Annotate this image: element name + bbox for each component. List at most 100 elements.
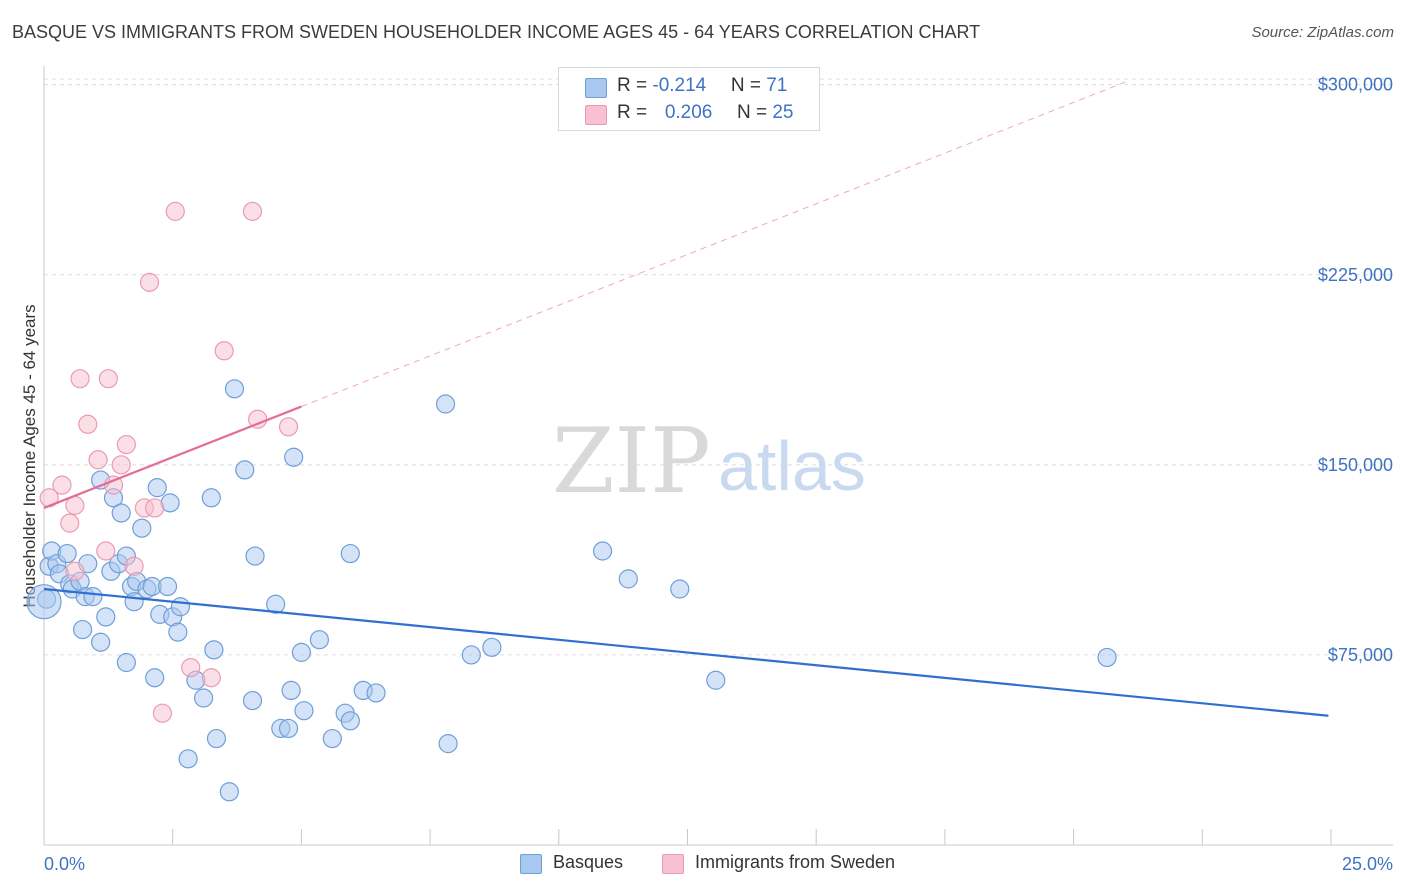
series-sweden-points	[39, 201, 299, 723]
trend-lines	[43, 81, 1329, 717]
watermark-zip: ZIP	[552, 409, 711, 514]
basques-point	[116, 652, 136, 673]
basques-r-label: R =	[617, 75, 653, 96]
basques-point	[204, 640, 224, 660]
basques-point	[235, 460, 255, 480]
basques-point	[73, 619, 93, 640]
basques-point	[111, 503, 131, 523]
basques-point	[284, 447, 304, 467]
basques-point	[618, 569, 638, 589]
sweden-n-label: N =	[736, 102, 773, 123]
y-tick-label-0: $75,000	[1328, 645, 1393, 665]
basques-point	[83, 587, 103, 607]
basques-point	[245, 546, 265, 566]
basques-point	[291, 642, 311, 662]
basques-point	[366, 683, 386, 703]
sweden-point	[88, 450, 108, 470]
sweden-point	[201, 668, 221, 688]
basques-point	[193, 688, 214, 708]
y-tick-label-1: $150,000	[1318, 455, 1393, 475]
basques-point	[178, 749, 198, 769]
basques-point	[132, 518, 152, 538]
basques-point	[438, 734, 458, 754]
chart-title: BASQUE VS IMMIGRANTS FROM SWEDEN HOUSEHO…	[12, 22, 981, 42]
sweden-point	[96, 541, 116, 561]
basques-point	[96, 607, 116, 627]
sweden-point	[52, 475, 72, 495]
sweden-point	[145, 498, 165, 518]
sweden-r-value: 0.206	[664, 102, 713, 123]
sweden-point	[116, 434, 136, 455]
basques-point	[340, 543, 360, 564]
sweden-swatch	[585, 105, 607, 125]
basques-point	[322, 728, 342, 749]
basques-point	[309, 630, 330, 650]
basques-point	[170, 597, 191, 617]
x-tick-label-min: 0.0%	[44, 854, 85, 874]
stat-row-sweden: R = 0.206 N = 25	[559, 102, 819, 128]
sweden-point	[60, 513, 80, 533]
y-tick-labels: $75,000 $150,000 $225,000 $300,000	[1318, 75, 1393, 665]
sweden-point	[139, 272, 160, 292]
series-basques-points	[26, 379, 1117, 802]
y-tick-label-3: $300,000	[1318, 75, 1393, 95]
basques-point	[147, 478, 167, 498]
basques-point	[340, 711, 360, 731]
basques-point	[206, 728, 227, 749]
x-tick-label-max: 25.0%	[1342, 854, 1393, 874]
sweden-point	[181, 657, 201, 678]
watermark-atlas: atlas	[718, 427, 866, 505]
basques-point	[706, 670, 726, 690]
sweden-trend-line	[43, 405, 302, 509]
watermark: ZIP atlas	[552, 409, 866, 514]
basques-point	[26, 584, 62, 620]
basques-point	[1097, 647, 1117, 668]
legend-basques-swatch	[520, 854, 542, 874]
sweden-point	[214, 341, 234, 361]
correlation-stats-box: R = -0.214 N = 71 R = 0.206 N = 25	[558, 67, 820, 131]
grid-lines	[44, 78, 1393, 656]
sweden-trend-line-extension	[301, 81, 1126, 408]
sweden-point	[124, 556, 144, 576]
sweden-point	[78, 414, 98, 434]
basques-point	[592, 541, 613, 561]
sweden-point	[65, 561, 85, 581]
basques-point	[294, 701, 314, 721]
basques-point	[281, 680, 301, 701]
basques-point	[435, 394, 456, 414]
sweden-point	[152, 703, 173, 723]
basques-trend-line	[43, 587, 1329, 717]
sweden-point	[98, 369, 118, 389]
sweden-point	[242, 201, 263, 221]
stat-row-basques: R = -0.214 N = 71	[559, 75, 819, 101]
basques-point	[482, 637, 502, 657]
y-axis-label: Householder Income Ages 45 - 64 years	[20, 304, 39, 607]
basques-n-label: N =	[730, 75, 767, 96]
basques-r-value: -0.214	[652, 75, 707, 96]
basques-point	[278, 718, 299, 739]
basques-point	[461, 645, 481, 665]
basques-point	[670, 579, 690, 599]
basques-point	[219, 782, 239, 802]
sweden-point	[278, 417, 299, 437]
basques-swatch	[585, 78, 607, 98]
basques-point	[91, 632, 111, 652]
basques-point	[57, 543, 77, 564]
chart-source: Source: ZipAtlas.com	[1251, 24, 1394, 41]
basques-point	[201, 488, 221, 508]
basques-point	[157, 576, 178, 597]
legend-sweden-label: Immigrants from Sweden	[695, 852, 896, 872]
sweden-point	[70, 369, 90, 389]
basques-point	[224, 379, 245, 399]
y-tick-label-2: $225,000	[1318, 265, 1393, 285]
basques-point	[242, 690, 263, 711]
legend-basques-label: Basques	[553, 852, 624, 872]
sweden-point	[111, 455, 131, 475]
sweden-point	[165, 201, 185, 221]
basques-n-value: 71	[766, 75, 788, 96]
basques-point	[266, 594, 286, 614]
basques-point	[145, 668, 165, 688]
sweden-r-label: R =	[617, 102, 653, 123]
sweden-n-value: 25	[772, 102, 794, 123]
